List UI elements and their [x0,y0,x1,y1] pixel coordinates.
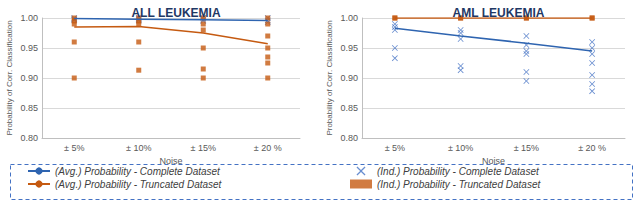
svg-text:± 10%: ± 10% [126,143,151,153]
svg-text:Noise: Noise [482,156,505,167]
svg-text:1.00: 1.00 [20,13,38,23]
svg-text:0.85: 0.85 [20,103,38,113]
svg-text:(Avg.) Probability - Complete: (Avg.) Probability - Complete Dataset [55,166,221,177]
svg-text:0.80: 0.80 [340,133,358,143]
svg-text:AML LEUKEMIA: AML LEUKEMIA [453,6,545,20]
svg-text:ALL LEUKEMIA: ALL LEUKEMIA [131,6,220,20]
svg-text:(Ind.) Probability - Truncated: (Ind.) Probability - Truncated Dataset [377,179,541,190]
svg-text:0.95: 0.95 [340,43,358,53]
svg-text:Probability of Corr. Classific: Probability of Corr. Classification [5,20,14,135]
svg-text:0.95: 0.95 [20,43,38,53]
svg-text:± 5%: ± 5% [385,143,405,153]
svg-text:Probability of Corr. Classific: Probability of Corr. Classification [325,20,334,135]
svg-text:(Avg.) Probability - Truncated: (Avg.) Probability - Truncated Dataset [55,179,223,190]
svg-text:0.85: 0.85 [340,103,358,113]
svg-text:0.80: 0.80 [20,133,38,143]
svg-text:(Ind.) Probability - Complete: (Ind.) Probability - Complete Dataset [377,166,540,177]
svg-text:± 10%: ± 10% [448,143,473,153]
svg-text:Noise: Noise [159,156,183,167]
svg-text:± 20 %: ± 20 % [578,143,606,153]
svg-text:0.90: 0.90 [20,73,38,83]
svg-text:± 15%: ± 15% [191,143,216,153]
svg-text:0.90: 0.90 [340,73,358,83]
svg-text:1.00: 1.00 [340,13,358,23]
svg-text:± 15%: ± 15% [514,143,539,153]
svg-text:± 5%: ± 5% [64,143,84,153]
svg-text:± 20 %: ± 20 % [254,143,282,153]
